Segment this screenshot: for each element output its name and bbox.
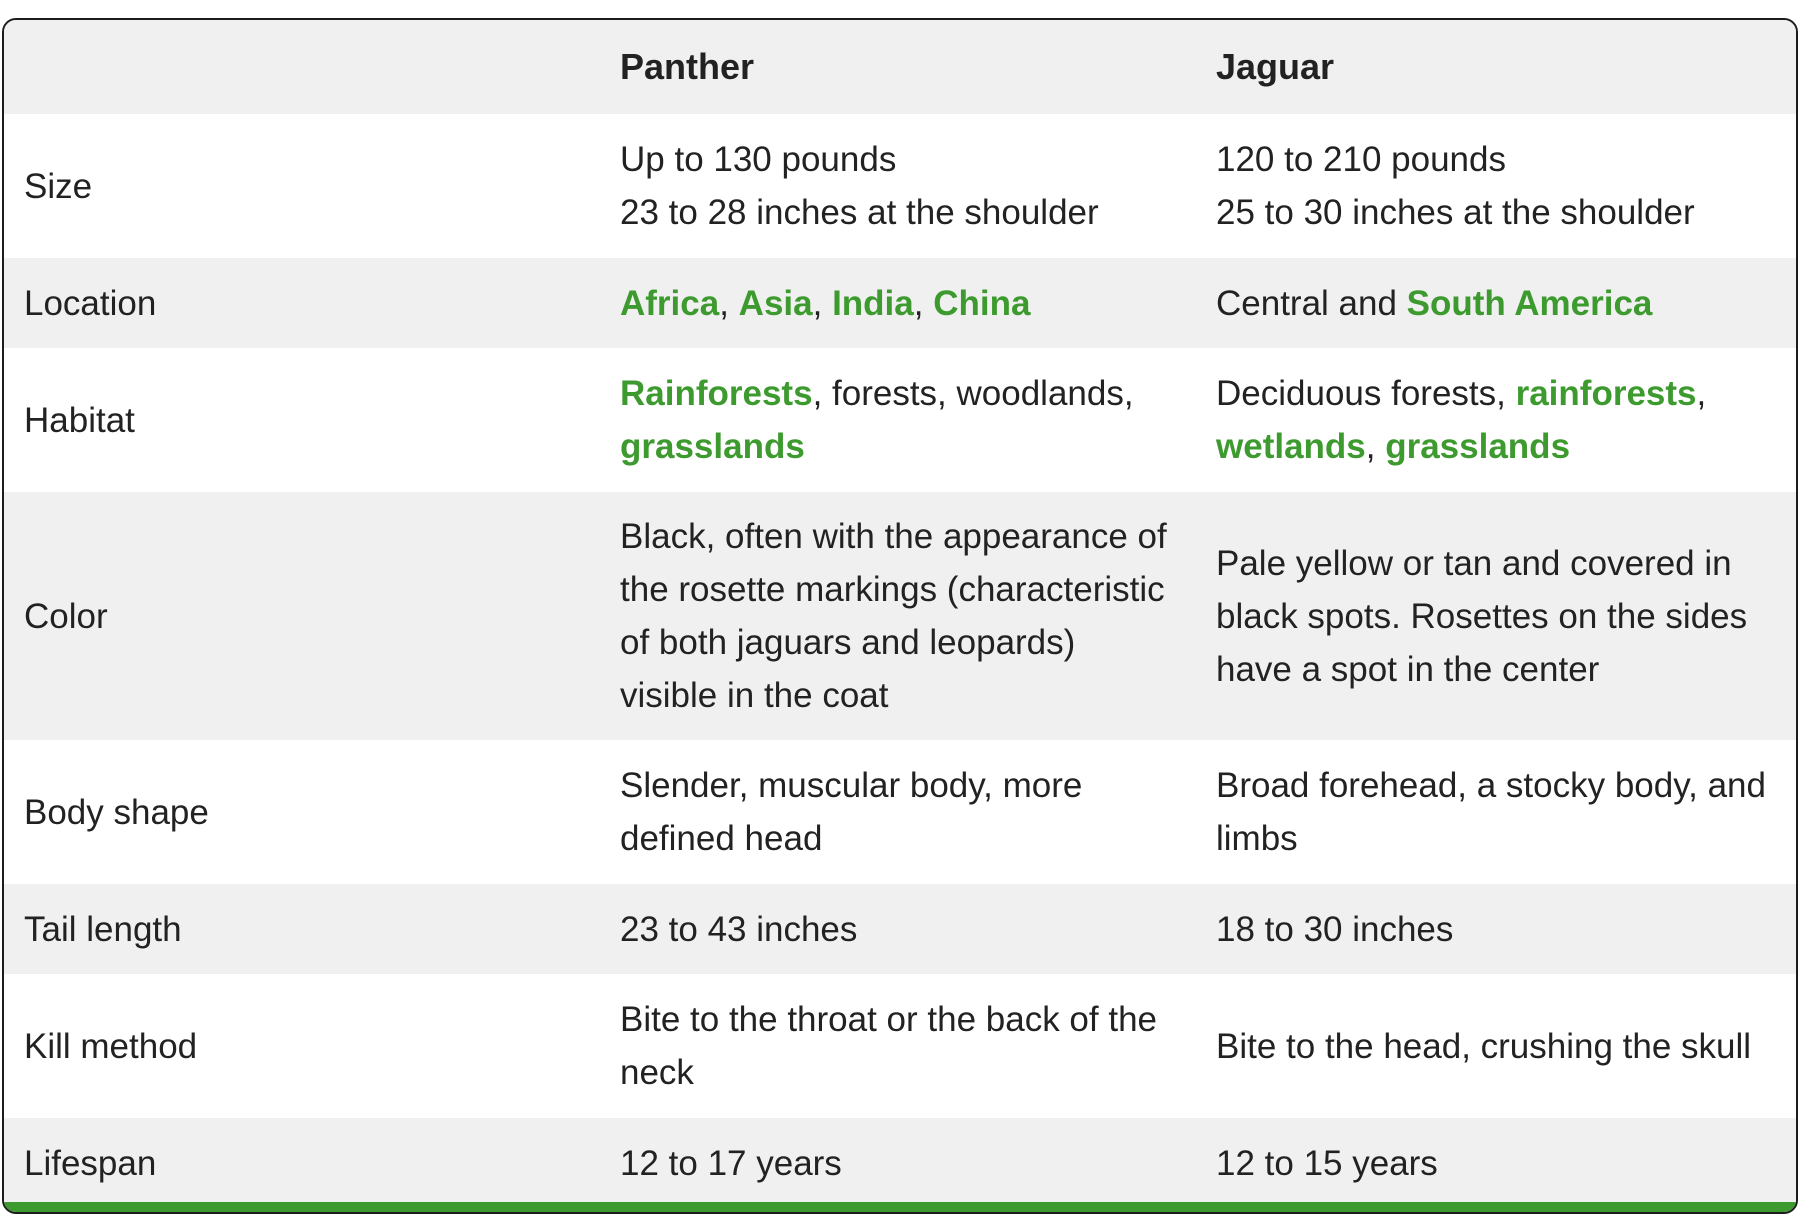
panther-lifespan: 12 to 17 years bbox=[620, 1143, 842, 1183]
panther-habitat-text: , forests, woodlands, bbox=[812, 374, 1134, 413]
jaguar-color: Pale yellow or tan and covered in black … bbox=[1216, 543, 1748, 689]
separator: , bbox=[812, 283, 833, 323]
row-label-color: Color bbox=[24, 596, 108, 636]
accent-bar bbox=[4, 1202, 1796, 1212]
link-grasslands[interactable]: grasslands bbox=[620, 427, 805, 466]
comparison-table-card: Panther Jaguar Size Up to 130 pounds 23 … bbox=[2, 18, 1798, 1214]
link-wetlands[interactable]: wetlands bbox=[1216, 427, 1366, 466]
panther-kill-method: Bite to the throat or the back of the ne… bbox=[620, 1000, 1157, 1092]
panther-height: 23 to 28 inches at the shoulder bbox=[620, 193, 1099, 232]
header-jaguar: Jaguar bbox=[1216, 46, 1335, 87]
row-label-habitat: Habitat bbox=[24, 400, 135, 440]
panther-size: Up to 130 pounds 23 to 28 inches at the … bbox=[600, 114, 1196, 258]
jaguar-habitat-text: Deciduous forests, bbox=[1216, 374, 1516, 413]
link-rainforests[interactable]: Rainforests bbox=[620, 374, 813, 413]
link-india[interactable]: India bbox=[832, 283, 914, 323]
header-empty-cell bbox=[4, 20, 600, 114]
table-header-row: Panther Jaguar bbox=[4, 20, 1796, 114]
link-asia[interactable]: Asia bbox=[738, 283, 813, 323]
table-row-size: Size Up to 130 pounds 23 to 28 inches at… bbox=[4, 114, 1796, 258]
panther-habitat: Rainforests, forests, woodlands, grassla… bbox=[600, 348, 1196, 492]
row-label-lifespan: Lifespan bbox=[24, 1143, 157, 1183]
header-panther: Panther bbox=[620, 46, 755, 87]
link-grasslands[interactable]: grasslands bbox=[1385, 427, 1571, 466]
link-china[interactable]: China bbox=[933, 283, 1031, 323]
panther-location: Africa, Asia, India, China bbox=[600, 258, 1196, 348]
jaguar-body-shape: Broad forehead, a stocky body, and limbs bbox=[1216, 766, 1766, 858]
separator: , bbox=[1365, 427, 1386, 466]
row-label-kill-method: Kill method bbox=[24, 1026, 198, 1066]
separator: , bbox=[913, 283, 934, 323]
table-row-tail-length: Tail length 23 to 43 inches 18 to 30 inc… bbox=[4, 884, 1796, 974]
panther-color: Black, often with the appearance of the … bbox=[620, 517, 1167, 715]
row-label-body-shape: Body shape bbox=[24, 792, 209, 832]
jaguar-habitat: Deciduous forests, rainforests, wetlands… bbox=[1196, 348, 1796, 492]
table-row-body-shape: Body shape Slender, muscular body, more … bbox=[4, 740, 1796, 884]
link-rainforests[interactable]: rainforests bbox=[1515, 374, 1697, 413]
jaguar-size: 120 to 210 pounds 25 to 30 inches at the… bbox=[1196, 114, 1796, 258]
table-row-habitat: Habitat Rainforests, forests, woodlands,… bbox=[4, 348, 1796, 492]
panther-body-shape: Slender, muscular body, more defined hea… bbox=[620, 766, 1083, 858]
link-south-america[interactable]: South America bbox=[1406, 283, 1653, 323]
jaguar-location: Central and South America bbox=[1196, 258, 1796, 348]
panther-weight: Up to 130 pounds bbox=[620, 140, 897, 179]
table-row-location: Location Africa, Asia, India, China Cent… bbox=[4, 258, 1796, 348]
separator: , bbox=[1696, 374, 1707, 413]
jaguar-location-text: Central and bbox=[1216, 283, 1407, 323]
jaguar-tail-length: 18 to 30 inches bbox=[1216, 909, 1454, 949]
panther-tail-length: 23 to 43 inches bbox=[620, 909, 858, 949]
link-africa[interactable]: Africa bbox=[620, 283, 720, 323]
jaguar-lifespan: 12 to 15 years bbox=[1216, 1143, 1438, 1183]
jaguar-weight: 120 to 210 pounds bbox=[1216, 140, 1506, 179]
row-label-tail-length: Tail length bbox=[24, 909, 182, 949]
row-label-size: Size bbox=[24, 166, 93, 206]
separator: , bbox=[719, 283, 739, 323]
jaguar-height: 25 to 30 inches at the shoulder bbox=[1216, 193, 1695, 232]
table-row-color: Color Black, often with the appearance o… bbox=[4, 492, 1796, 740]
jaguar-kill-method: Bite to the head, crushing the skull bbox=[1216, 1026, 1752, 1066]
table-row-kill-method: Kill method Bite to the throat or the ba… bbox=[4, 974, 1796, 1118]
table-row-lifespan: Lifespan 12 to 17 years 12 to 15 years bbox=[4, 1118, 1796, 1208]
row-label-location: Location bbox=[24, 283, 157, 323]
comparison-table: Panther Jaguar Size Up to 130 pounds 23 … bbox=[4, 20, 1796, 1208]
